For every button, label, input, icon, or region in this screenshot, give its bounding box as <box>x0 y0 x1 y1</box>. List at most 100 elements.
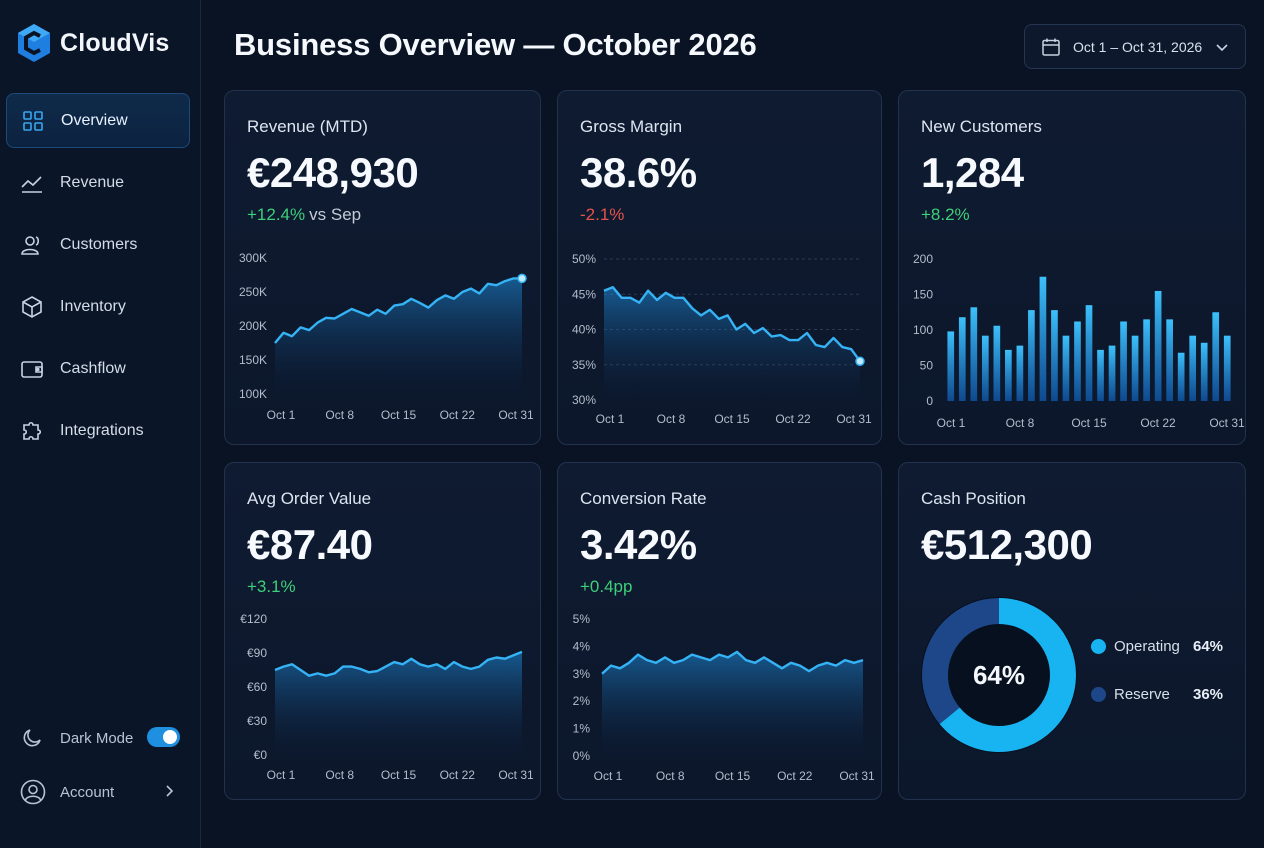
series-area <box>275 278 522 394</box>
app-logo[interactable]: CloudVis <box>16 22 170 64</box>
data-point <box>763 656 765 658</box>
data-point <box>376 308 378 310</box>
sidebar-item-label: Revenue <box>60 173 125 191</box>
x-tick-label: Oct 15 <box>381 768 417 782</box>
data-point <box>779 334 781 336</box>
x-tick-label: Oct 1 <box>267 408 296 422</box>
data-point <box>832 337 834 339</box>
data-point <box>504 280 506 282</box>
bar <box>1097 349 1104 401</box>
sidebar-item-label: Integrations <box>60 421 144 439</box>
pie-slice <box>922 598 1076 752</box>
bar <box>1189 335 1197 401</box>
sidebar-item-label: Overview <box>61 111 128 129</box>
data-point <box>453 661 455 663</box>
y-tick-label: 50 <box>920 359 934 373</box>
data-point <box>637 653 639 655</box>
data-point <box>815 344 817 346</box>
sidebar-item-overview[interactable]: Overview <box>6 93 190 148</box>
cash-position-card[interactable]: Cash Position €512,300 64% Operating 64%… <box>898 462 1246 800</box>
data-point <box>853 662 855 664</box>
data-point <box>603 290 605 292</box>
x-tick-label: Oct 8 <box>325 768 354 782</box>
avg-order-value-card[interactable]: Avg Order Value €87.40 +3.1% €120 €90 €60 €… <box>224 462 541 800</box>
data-point <box>333 672 335 674</box>
bar <box>1074 321 1081 401</box>
account-menu[interactable]: Account <box>20 778 180 806</box>
data-point <box>299 326 301 328</box>
data-point <box>282 332 284 334</box>
sidebar-item-inventory[interactable]: Inventory <box>6 279 190 334</box>
data-point <box>691 307 693 309</box>
y-tick-label: 1% <box>573 722 591 736</box>
y-tick-label: €90 <box>247 646 267 660</box>
data-point <box>359 311 361 313</box>
data-point <box>444 294 446 296</box>
data-point <box>709 659 711 661</box>
card-delta: -2.1% <box>580 205 624 225</box>
data-point <box>325 317 327 319</box>
delta-value: +12.4% <box>247 205 306 224</box>
avg-order-value-chart[interactable]: €120 €90 €60 €30 €0 Oct 1 Oct 8 Oct 15 Oct 22 Oct… <box>225 603 542 798</box>
legend-label: Reserve <box>1114 686 1170 703</box>
data-point <box>817 664 819 666</box>
data-point <box>274 669 276 671</box>
end-point-marker <box>517 273 527 284</box>
conversion-rate-chart[interactable]: 5% 4% 3% 2% 1% 0%Oct 1 Oct 8 Oct 15 Oct 22 Oct 31 <box>558 603 883 798</box>
data-point <box>841 346 843 348</box>
card-value: €87.40 <box>247 521 373 568</box>
bar <box>1039 276 1047 401</box>
data-point <box>656 299 658 301</box>
card-value: €512,300 <box>921 521 1093 568</box>
sidebar-item-integrations[interactable]: Integrations <box>6 403 190 458</box>
legend-swatch <box>1091 639 1106 654</box>
data-point <box>781 667 783 669</box>
dark-mode-toggle[interactable] <box>147 727 180 747</box>
new-customers-card[interactable]: New Customers 1,284 +8.2% 200 150 100 50 0 Oc… <box>898 90 1246 445</box>
y-tick-label: 4% <box>573 639 591 653</box>
conversion-rate-card[interactable]: Conversion Rate 3.42% +0.4pp 5% 4% 3% 2% 1% 0… <box>557 462 882 800</box>
data-point <box>700 656 702 658</box>
data-point <box>512 654 514 656</box>
bar <box>1016 345 1024 401</box>
data-point <box>410 657 412 659</box>
series-area <box>602 651 863 756</box>
series-line <box>601 650 864 675</box>
data-point <box>470 287 472 289</box>
series-line <box>274 277 522 344</box>
y-tick-label: 300K <box>239 251 267 265</box>
toggle-knob <box>163 730 177 744</box>
data-point <box>709 309 711 311</box>
data-point <box>673 662 675 664</box>
card-title: New Customers <box>921 117 1042 136</box>
sidebar-item-customers[interactable]: Customers <box>6 217 190 272</box>
data-point <box>727 656 729 658</box>
x-tick-label: Oct 31 <box>836 412 872 426</box>
sidebar-item-cashflow[interactable]: Cashflow <box>6 341 190 396</box>
card-title: Revenue (MTD) <box>247 117 368 136</box>
sidebar-item-revenue[interactable]: Revenue <box>6 155 190 210</box>
data-point <box>342 665 344 667</box>
revenue-card[interactable]: Revenue (MTD) €248,930 +12.4% vs Sep 300K… <box>224 90 541 445</box>
chevron-right-icon <box>166 785 174 797</box>
page-title: Business Overview — October 2026 <box>234 27 757 62</box>
bar <box>1154 290 1162 401</box>
x-tick-label: Oct 15 <box>715 769 751 783</box>
gross-margin-card[interactable]: Gross Margin 38.6% -2.1% 50% 45% 40% 35% 30%… <box>557 90 882 445</box>
grid-icon <box>23 110 43 131</box>
data-point <box>427 665 429 667</box>
new-customers-chart[interactable]: 200 150 100 50 0 Oct 1 Oct 8 Oct 15 Oct 22 Oct 31 <box>899 241 1247 441</box>
data-point <box>376 670 378 672</box>
cash-donut-chart[interactable]: 64% <box>919 595 1079 755</box>
data-point <box>487 659 489 661</box>
data-point <box>835 664 837 666</box>
gross-margin-chart[interactable]: 50% 45% 40% 35% 30%Oct 1 Oct 8 Oct 15 Oct 22 Oct… <box>558 241 883 441</box>
data-point <box>808 670 810 672</box>
y-tick-label: €60 <box>247 680 267 694</box>
data-point <box>771 335 773 337</box>
data-point <box>844 659 846 661</box>
y-tick-label: 50% <box>572 252 596 266</box>
date-range-picker[interactable]: Oct 1 – Oct 31, 2026 <box>1024 24 1246 69</box>
y-tick-label: 150 <box>913 288 933 302</box>
